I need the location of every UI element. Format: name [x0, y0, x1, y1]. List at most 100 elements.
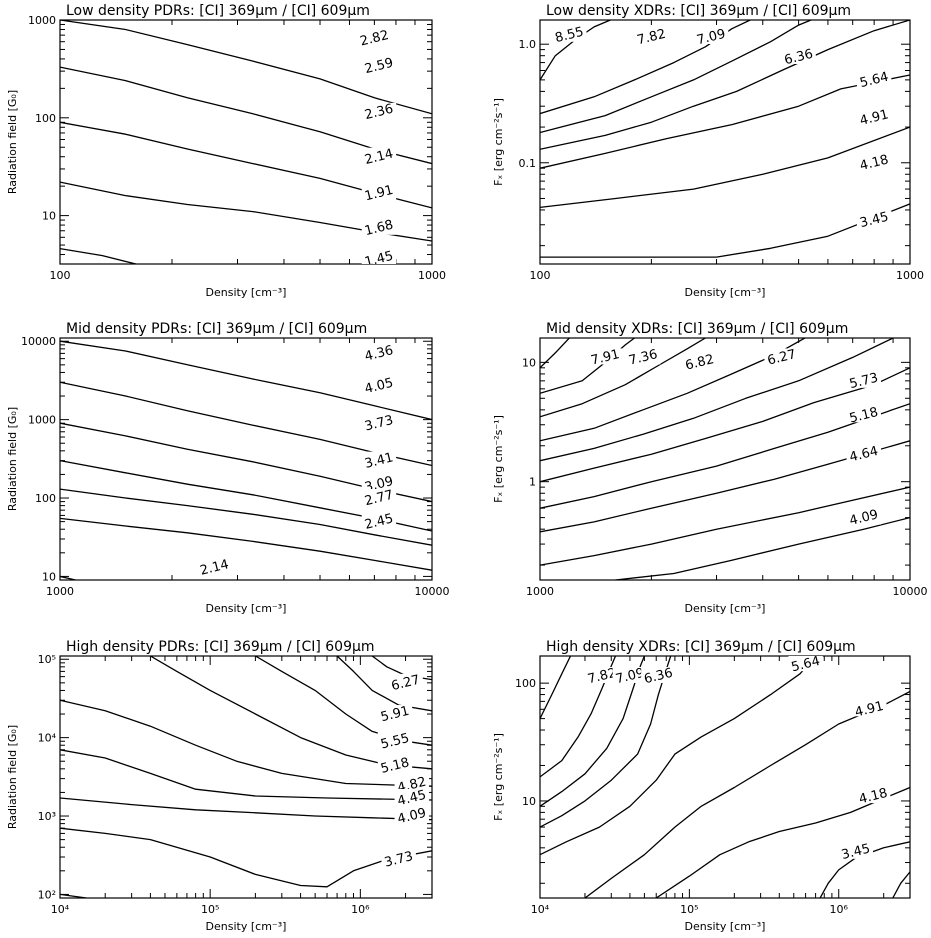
y-tick-label: 1000: [28, 414, 56, 427]
contour-label-bg: [625, 348, 661, 365]
contour-line: [60, 247, 137, 264]
contour-label: 4.91: [853, 699, 885, 721]
x-tick-label: 10⁴: [531, 903, 550, 916]
plot-frame: [59, 19, 433, 265]
contour-label-bg: [381, 850, 416, 867]
contour-label: 7.09: [695, 27, 727, 49]
plot-frame: [539, 655, 911, 899]
contour-label: 3.73: [363, 413, 395, 435]
contour-label: 4.05: [363, 376, 395, 398]
contour-label: 7.36: [627, 347, 659, 369]
contour-label: 2.45: [363, 511, 395, 533]
x-axis-label: Density [cm⁻³]: [206, 602, 287, 615]
panel-title: Mid density XDRs: [CI] 369μm / [CI] 609μ…: [546, 321, 848, 337]
contour-label: 4.91: [858, 107, 890, 129]
y-axis-label: Fₓ [erg cm⁻²s⁻¹]: [492, 415, 505, 503]
contour-label-bg: [552, 25, 587, 42]
contour-label: 4.18: [857, 786, 889, 808]
contour-label-bg: [394, 788, 429, 805]
plot-frame: [539, 337, 911, 581]
contour-label: 7.09: [614, 666, 646, 688]
contour-label: 7.91: [589, 347, 621, 369]
contour-label-bg: [361, 414, 397, 431]
contour-group: 7.91 7.36 6.82 6.27 5.73 5.18 4.64 4.09: [540, 338, 910, 580]
contour-label-bg: [377, 705, 413, 722]
y-axis-label: Radiation field [G₀]: [6, 407, 19, 511]
y-tick-label: 10: [42, 210, 56, 223]
y-tick-label: 10: [42, 570, 56, 583]
y-tick-label: 10000: [21, 335, 56, 348]
contour-label: 3.73: [383, 849, 415, 871]
contour-label-bg: [394, 807, 429, 824]
contour-label-bg: [788, 656, 823, 672]
x-tick-label: 10⁵: [201, 903, 219, 916]
contour-label-bg: [377, 732, 413, 749]
contour-line: [540, 403, 910, 509]
contour-label-bg: [856, 70, 892, 87]
contour-label-bg: [846, 508, 881, 525]
contour-line: [540, 338, 706, 418]
contour-label-bg: [856, 153, 892, 170]
contour-label: 4.18: [858, 152, 890, 174]
contour-label-bg: [846, 406, 881, 423]
panel-1: Low density PDRs: [CI] 369μm / [CI] 609μ…: [6, 3, 446, 299]
contour-label-bg: [764, 348, 799, 365]
panel-title: High density PDRs: [CI] 369μm / [CI] 609…: [66, 639, 375, 655]
contour-line: [540, 203, 910, 258]
contour-line: [60, 488, 432, 546]
plot-frame: [59, 655, 433, 899]
x-tick-label: 10⁶: [830, 903, 849, 916]
contour-label: 2.59: [363, 56, 395, 78]
y-tick-label: 10⁵: [38, 653, 56, 666]
contour-label-bg: [361, 344, 397, 361]
y-axis-label: Radiation field [G₀]: [6, 725, 19, 829]
plot-frame: [539, 19, 911, 265]
y-tick-label: 0.1: [519, 157, 537, 170]
contour-label: 8.55: [554, 25, 586, 47]
contour-line: [540, 656, 817, 856]
contour-label-bg: [361, 489, 397, 506]
panel-6: High density XDRs: [CI] 369μm / [CI] 609…: [492, 639, 911, 933]
contour-label-bg: [361, 218, 397, 235]
x-tick-label: 1000: [896, 269, 924, 282]
contour-line: [60, 797, 432, 821]
contour-label-bg: [388, 673, 423, 690]
contour-line: [60, 893, 87, 898]
contour-label-bg: [394, 775, 429, 792]
x-axis-label: Density [cm⁻³]: [206, 286, 287, 299]
contour-label: 7.82: [636, 27, 668, 49]
contour-line: [60, 340, 432, 421]
contour-label-bg: [361, 451, 397, 468]
contour-label-bg: [641, 666, 676, 683]
contour-label: 6.27: [766, 347, 798, 369]
contour-line: [540, 74, 910, 169]
contour-line: [540, 656, 617, 778]
panel-title: Low density XDRs: [CI] 369μm / [CI] 609μ…: [546, 3, 851, 19]
x-tick-label: 10000: [415, 585, 450, 598]
contour-label: 1.91: [363, 183, 395, 205]
contour-label: 2.77: [363, 488, 395, 510]
y-axis-label: Fₓ [erg cm⁻²s⁻¹]: [492, 733, 505, 821]
panel-5: High density PDRs: [CI] 369μm / [CI] 609…: [6, 639, 433, 933]
contour-label: 2.14: [199, 557, 231, 579]
contour-label: 4.09: [396, 806, 428, 828]
plot-frame: [59, 337, 433, 581]
contour-label: 6.36: [643, 666, 675, 688]
contour-line: [819, 841, 910, 898]
contour-label: 5.55: [379, 731, 411, 753]
contour-line: [584, 690, 910, 898]
contour-line: [540, 20, 751, 115]
contour-line: [540, 338, 635, 394]
x-tick-label: 100: [50, 269, 71, 282]
contour-label: 4.09: [848, 507, 880, 529]
contour-line: [540, 20, 910, 150]
panel-title: Low density PDRs: [CI] 369μm / [CI] 609μ…: [66, 3, 370, 19]
contour-line: [60, 517, 432, 571]
contour-label: 5.73: [848, 371, 880, 393]
y-tick-label: 100: [35, 492, 56, 505]
contour-label: 6.36: [783, 47, 815, 69]
contour-label: 3.45: [858, 210, 890, 232]
contour-label-bg: [197, 558, 232, 575]
contour-label: 5.64: [858, 70, 890, 92]
y-tick-label: 100: [515, 677, 536, 690]
